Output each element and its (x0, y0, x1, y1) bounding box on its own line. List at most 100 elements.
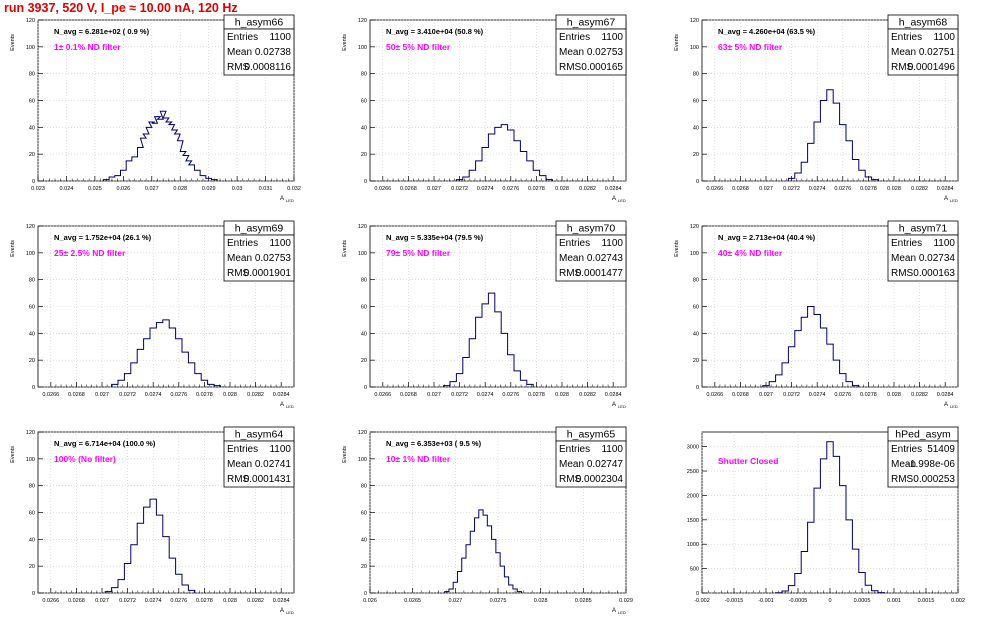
navg-annotation: N_avg = 6.353e+03 ( 9.5 %) (386, 439, 482, 448)
stats-mean-label: Mean (559, 47, 584, 58)
histogram-panel-h_asym65: 0.026 0.0265 0.027 0.0275 0.028 0.0285 0.029 0 2… (342, 426, 633, 615)
stats-mean-label: Mean (227, 47, 252, 58)
histogram-outline (443, 292, 534, 387)
x-tick-label: 0.026 (363, 598, 377, 604)
x-tick-label: 0.027 (759, 392, 773, 398)
x-tick-label: 0.024 (60, 186, 74, 192)
y-tick-label: 20 (361, 358, 367, 364)
y-tick-label: 40 (361, 125, 367, 131)
filter-annotation: 1± 0.1% ND filter (54, 42, 121, 52)
navg-annotation: N_avg = 5.335e+04 (79.5 %) (386, 233, 484, 242)
y-tick-label: 40 (29, 537, 35, 543)
x-tick-label: 0.0274 (477, 392, 494, 398)
y-tick-label: 0 (364, 385, 367, 391)
y-tick-label: 40 (361, 331, 367, 337)
x-tick-label: 0.0284 (605, 392, 622, 398)
x-tick-label: 0.0266 (374, 186, 391, 192)
stats-box (887, 440, 959, 488)
x-tick-label: 0.0274 (477, 186, 494, 192)
stats-mean-label: Mean (559, 459, 584, 470)
x-tick-label: 0.0278 (196, 392, 213, 398)
y-tick-label: 0 (696, 591, 699, 597)
x-tick-label: -0.0015 (725, 598, 744, 604)
stats-mean-value: 0.02753 (587, 47, 624, 58)
histogram-title: h_asym70 (567, 223, 616, 235)
x-tick-label: 0.027 (427, 186, 441, 192)
filter-annotation: 63± 5% ND filter (718, 42, 783, 52)
x-tick-label: 0.031 (259, 186, 273, 192)
x-tick-label: 0.0276 (170, 598, 187, 604)
x-tick-label: 0.0015 (918, 598, 935, 604)
stats-mean-value: 0.02747 (587, 459, 624, 470)
stats-entries-label: Entries (891, 32, 922, 43)
y-tick-label: 80 (693, 278, 699, 284)
stats-entries-label: Entries (227, 32, 258, 43)
stats-rms-value: 0.0001496 (908, 62, 956, 73)
stats-rms-value: 0.0001901 (244, 268, 292, 279)
x-tick-label: 0.028 (555, 392, 569, 398)
stats-box (887, 234, 959, 282)
stats-entries-label: Entries (891, 444, 922, 455)
y-tick-label: 20 (693, 152, 699, 158)
stats-mean-label: Mean (891, 47, 916, 58)
x-tick-label: 0.0276 (170, 392, 187, 398)
y-tick-label: 0 (696, 385, 699, 391)
x-tick-label: 0.0265 (404, 598, 421, 604)
run-title: run 3937, 520 V, I_pe ≈ 10.00 nA, 120 Hz (4, 1, 238, 15)
stats-rms-label: RMS (227, 62, 250, 73)
histogram-panel-h_asym67: 0.0266 0.0268 0.027 0.0272 0.0274 0.0276 0.027… (342, 14, 627, 203)
navg-annotation: N_avg = 6.281e+02 ( 0.9 %) (54, 27, 150, 36)
x-axis-label-sub: LED (618, 610, 626, 615)
y-tick-label: 80 (361, 484, 367, 490)
x-axis-label-sub: LED (286, 198, 294, 203)
navg-annotation: N_avg = 3.410e+04 (50.8 %) (386, 27, 484, 36)
stats-entries-value: 51409 (927, 444, 955, 455)
y-tick-label: 120 (358, 224, 367, 230)
x-tick-label: 0.0282 (579, 186, 596, 192)
x-tick-label: 0.027 (95, 598, 109, 604)
x-tick-label: 0.0284 (273, 392, 290, 398)
y-tick-label: 0 (364, 179, 367, 185)
y-axis-label: Events (674, 240, 680, 257)
y-tick-label: 20 (29, 152, 35, 158)
x-tick-label: 0.027 (448, 598, 462, 604)
x-tick-label: 0.0274 (145, 598, 162, 604)
y-tick-label: 40 (361, 537, 367, 543)
x-tick-label: 0.0282 (911, 392, 928, 398)
stats-rms-label: RMS (559, 474, 582, 485)
x-tick-label: 0.025 (88, 186, 102, 192)
y-tick-label: 40 (693, 331, 699, 337)
x-tick-label: 0.0268 (732, 186, 749, 192)
x-tick-label: 0.029 (619, 598, 633, 604)
y-tick-label: 120 (26, 18, 35, 24)
x-axis-label: A (612, 402, 616, 408)
histogram-panel-h_asym66: 0.023 0.024 0.025 0.026 0.027 0.028 0.029 0.03 0… (10, 14, 301, 203)
stats-rms-label: RMS (559, 268, 582, 279)
x-axis-label: A (612, 196, 616, 202)
y-tick-label: 60 (693, 99, 699, 105)
x-tick-label: 0.0274 (809, 392, 826, 398)
x-tick-label: 0.0266 (42, 392, 59, 398)
stats-entries-label: Entries (559, 32, 590, 43)
y-tick-label: 60 (361, 99, 367, 105)
x-tick-label: 0.028 (223, 598, 237, 604)
y-tick-label: 100 (358, 457, 367, 463)
y-tick-label: 60 (361, 511, 367, 517)
y-tick-label: 60 (29, 99, 35, 105)
x-tick-label: 0.0274 (145, 392, 162, 398)
histogram-outline (762, 306, 860, 387)
x-tick-label: 0.0282 (911, 186, 928, 192)
x-axis-label: A (280, 608, 284, 614)
stats-entries-value: 1100 (269, 444, 291, 455)
stats-rms-label: RMS (891, 268, 914, 279)
filter-annotation: 10± 1% ND filter (386, 454, 451, 464)
y-tick-label: 40 (29, 331, 35, 337)
histogram-outline (787, 89, 879, 181)
stats-rms-label: RMS (227, 474, 250, 485)
y-tick-label: 2000 (687, 493, 699, 499)
stats-rms-value: 0.000163 (913, 268, 955, 279)
x-tick-label: 0.0268 (68, 392, 85, 398)
histogram-outline (111, 319, 221, 387)
y-axis-label: Events (674, 34, 680, 51)
